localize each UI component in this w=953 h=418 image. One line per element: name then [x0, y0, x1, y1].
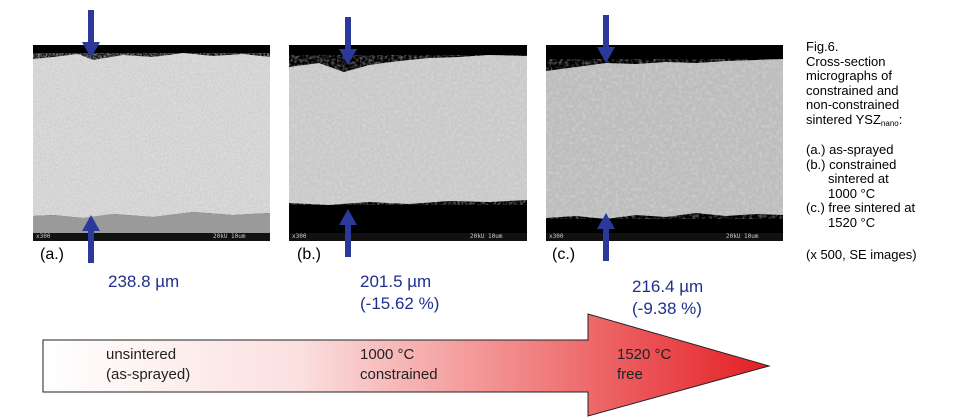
- panel-label-c: (c.): [548, 245, 580, 265]
- micrograph-a: x300 20kU 10um: [33, 45, 270, 241]
- figure-caption: Fig.6. Cross-section micrographs of cons…: [806, 39, 953, 263]
- panel-label-a: (a.): [36, 245, 68, 265]
- micrograph-c: x300 20kU 10um: [546, 45, 783, 241]
- caption-item-c: (c.) free sintered at: [806, 200, 916, 215]
- scale-label-right: 20kU 10um: [213, 233, 246, 240]
- caption-line: non-constrained: [806, 97, 900, 112]
- thickness-value: 201.5 µm: [360, 272, 432, 291]
- thickness-change: (-15.62 %): [360, 294, 440, 313]
- scale-label-left: x300: [549, 233, 564, 240]
- panel-label-b: (b.): [293, 245, 325, 265]
- thickness-c: 216.4 µm (-9.38 %): [632, 276, 703, 320]
- caption-item-b-cont: 1000 °C: [828, 185, 876, 201]
- thickness-value: 238.8 µm: [108, 272, 180, 291]
- stage-free: 1520 °C free: [617, 346, 672, 383]
- thickness-b: 201.5 µm (-15.62 %): [360, 271, 439, 315]
- thickness-change: (-9.38 %): [632, 299, 702, 318]
- caption-item-b: (b.) constrained: [806, 156, 897, 172]
- caption-line: constrained and: [806, 82, 899, 98]
- caption-line: sintered YSZnano:: [806, 111, 903, 128]
- caption-line: micrographs of: [806, 68, 892, 83]
- caption-item-c-cont: 1520 °C: [828, 214, 876, 230]
- scale-label-right: 20kU 10um: [726, 233, 759, 240]
- scale-label-left: x300: [36, 233, 51, 240]
- thickness-a: 238.8 µm: [108, 271, 179, 293]
- stage-unsintered: unsintered (as-sprayed): [106, 346, 191, 383]
- caption-fig: Fig.6.: [806, 39, 839, 54]
- micrograph-b: x300 20kU 10um: [289, 45, 527, 241]
- caption-note: (x 500, SE images): [806, 247, 917, 262]
- thickness-value: 216.4 µm: [632, 277, 704, 296]
- caption-line: Cross-section: [806, 53, 886, 69]
- stage-constrained: 1000 °C constrained: [360, 346, 438, 383]
- scale-label-left: x300: [292, 233, 307, 240]
- scale-label-right: 20kU 10um: [470, 233, 503, 240]
- caption-item-b-cont: sintered at: [828, 171, 889, 186]
- caption-item-a: (a.) as-sprayed: [806, 142, 894, 157]
